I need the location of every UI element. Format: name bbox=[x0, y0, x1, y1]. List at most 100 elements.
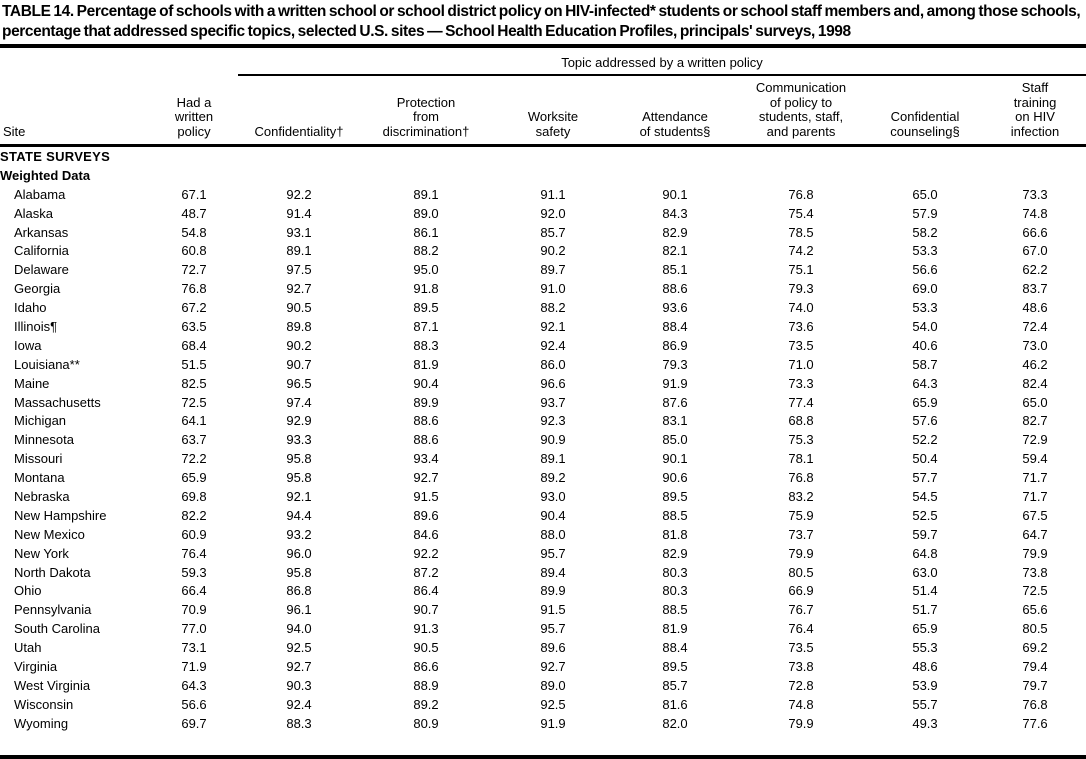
value-cell: 87.2 bbox=[413, 564, 439, 580]
value-cell: 78.1 bbox=[788, 451, 814, 467]
value-cell: 88.5 bbox=[662, 602, 688, 618]
value-cell: 97.4 bbox=[286, 394, 312, 410]
value-cell: 86.4 bbox=[413, 583, 439, 599]
value-cell: 88.6 bbox=[413, 432, 439, 448]
value-cell: 67.0 bbox=[1022, 243, 1048, 259]
value-cell: 88.6 bbox=[413, 413, 439, 429]
value-cell: 94.4 bbox=[286, 507, 312, 523]
value-cell: 89.6 bbox=[540, 640, 566, 656]
value-cell: 59.3 bbox=[181, 564, 207, 580]
value-cell: 92.7 bbox=[286, 658, 312, 674]
table-row: Delaware 72.7 97.5 95.0 89.7 85.1 75.1 56.6 62.2 bbox=[0, 260, 1086, 279]
column-header-communication: Communication of policy to students, sta… bbox=[736, 75, 866, 147]
value-cell: 90.6 bbox=[662, 470, 688, 486]
value-cell: 80.5 bbox=[788, 564, 814, 580]
value-cell: 55.7 bbox=[912, 696, 938, 712]
value-cell: 91.8 bbox=[413, 281, 439, 297]
table-body: STATE SURVEYS Weighted Data Alabama 67.1 9… bbox=[0, 146, 1086, 733]
site-cell: Pennsylvania bbox=[14, 602, 92, 618]
value-cell: 51.5 bbox=[181, 356, 207, 372]
value-cell: 68.8 bbox=[788, 413, 814, 429]
table-row: Illinois¶ 63.5 89.8 87.1 92.1 88.4 73.6 54.0 72.… bbox=[0, 317, 1086, 336]
value-cell: 57.9 bbox=[912, 205, 938, 221]
value-cell: 90.5 bbox=[286, 300, 312, 316]
value-cell: 90.3 bbox=[286, 677, 312, 693]
value-cell: 57.7 bbox=[912, 470, 938, 486]
bottom-rule bbox=[0, 755, 1086, 759]
value-cell: 78.5 bbox=[788, 224, 814, 240]
value-cell: 93.4 bbox=[413, 451, 439, 467]
value-cell: 85.7 bbox=[662, 677, 688, 693]
value-cell: 81.9 bbox=[413, 356, 439, 372]
value-cell: 65.0 bbox=[912, 186, 938, 202]
site-cell: New Hampshire bbox=[14, 507, 107, 523]
value-cell: 92.1 bbox=[540, 318, 566, 334]
value-cell: 92.9 bbox=[286, 413, 312, 429]
value-cell: 76.8 bbox=[181, 281, 207, 297]
value-cell: 58.7 bbox=[912, 356, 938, 372]
value-cell: 90.4 bbox=[413, 375, 439, 391]
value-cell: 54.5 bbox=[912, 488, 938, 504]
value-cell: 82.9 bbox=[662, 545, 688, 561]
site-cell: New York bbox=[14, 545, 69, 561]
value-cell: 54.0 bbox=[912, 318, 938, 334]
value-cell: 73.8 bbox=[788, 658, 814, 674]
table-header: Topic addressed by a written policy Site… bbox=[0, 48, 1086, 147]
page-title: TABLE 14. Percentage of schools with a w… bbox=[2, 3, 1081, 40]
table-row: Wyoming 69.7 88.3 80.9 91.9 82.0 79.9 49.3 77.6 bbox=[0, 714, 1086, 733]
value-cell: 92.0 bbox=[540, 205, 566, 221]
value-cell: 72.4 bbox=[1022, 318, 1048, 334]
value-cell: 75.1 bbox=[788, 262, 814, 278]
value-cell: 66.4 bbox=[181, 583, 207, 599]
value-cell: 77.4 bbox=[788, 394, 814, 410]
value-cell: 63.0 bbox=[912, 564, 938, 580]
value-cell: 58.2 bbox=[912, 224, 938, 240]
value-cell: 82.2 bbox=[181, 507, 207, 523]
value-cell: 93.0 bbox=[540, 488, 566, 504]
section-label: STATE SURVEYS bbox=[0, 148, 111, 164]
value-cell: 72.9 bbox=[1022, 432, 1048, 448]
value-cell: 89.8 bbox=[286, 318, 312, 334]
value-cell: 82.0 bbox=[662, 715, 688, 731]
value-cell: 66.6 bbox=[1022, 224, 1048, 240]
column-header-protection-discrimination: Protection from discrimination† bbox=[360, 75, 492, 147]
table-row: Georgia 76.8 92.7 91.8 91.0 88.6 79.3 69.0 83.7 bbox=[0, 279, 1086, 298]
value-cell: 81.8 bbox=[662, 526, 688, 542]
value-cell: 67.2 bbox=[181, 300, 207, 316]
value-cell: 88.6 bbox=[662, 281, 688, 297]
table-row: New Hampshire 82.2 94.4 89.6 90.4 88.5 75.9 52.… bbox=[0, 506, 1086, 525]
table-row: Idaho 67.2 90.5 89.5 88.2 93.6 74.0 53.3 48.6 bbox=[0, 298, 1086, 317]
value-cell: 90.1 bbox=[662, 451, 688, 467]
value-cell: 79.9 bbox=[788, 545, 814, 561]
value-cell: 75.9 bbox=[788, 507, 814, 523]
site-cell: Delaware bbox=[14, 262, 69, 278]
value-cell: 79.9 bbox=[788, 715, 814, 731]
value-cell: 92.5 bbox=[286, 640, 312, 656]
value-cell: 73.6 bbox=[788, 318, 814, 334]
value-cell: 72.5 bbox=[181, 394, 207, 410]
value-cell: 67.5 bbox=[1022, 507, 1048, 523]
table-row: Virginia 71.9 92.7 86.6 92.7 89.5 73.8 48.6 79.4 bbox=[0, 657, 1086, 676]
value-cell: 83.2 bbox=[788, 488, 814, 504]
value-cell: 93.2 bbox=[286, 526, 312, 542]
table-row: New Mexico 60.9 93.2 84.6 88.0 81.8 73.7 59.7 64… bbox=[0, 525, 1086, 544]
value-cell: 52.5 bbox=[912, 507, 938, 523]
value-cell: 83.7 bbox=[1022, 281, 1048, 297]
value-cell: 64.8 bbox=[912, 545, 938, 561]
value-cell: 51.4 bbox=[912, 583, 938, 599]
value-cell: 82.9 bbox=[662, 224, 688, 240]
value-cell: 87.1 bbox=[413, 318, 439, 334]
site-cell: South Carolina bbox=[14, 621, 100, 637]
policy-table: Topic addressed by a written policy Site… bbox=[0, 48, 1086, 733]
site-cell: Alabama bbox=[14, 186, 66, 202]
site-cell: Alaska bbox=[14, 205, 54, 221]
value-cell: 71.7 bbox=[1022, 470, 1048, 486]
table-row: New York 76.4 96.0 92.2 95.7 82.9 79.9 64.8 79.9 bbox=[0, 544, 1086, 563]
value-cell: 64.3 bbox=[181, 677, 207, 693]
site-cell: West Virginia bbox=[14, 677, 91, 693]
site-cell: Montana bbox=[14, 470, 65, 486]
value-cell: 92.2 bbox=[413, 545, 439, 561]
value-cell: 79.3 bbox=[662, 356, 688, 372]
value-cell: 91.3 bbox=[413, 621, 439, 637]
